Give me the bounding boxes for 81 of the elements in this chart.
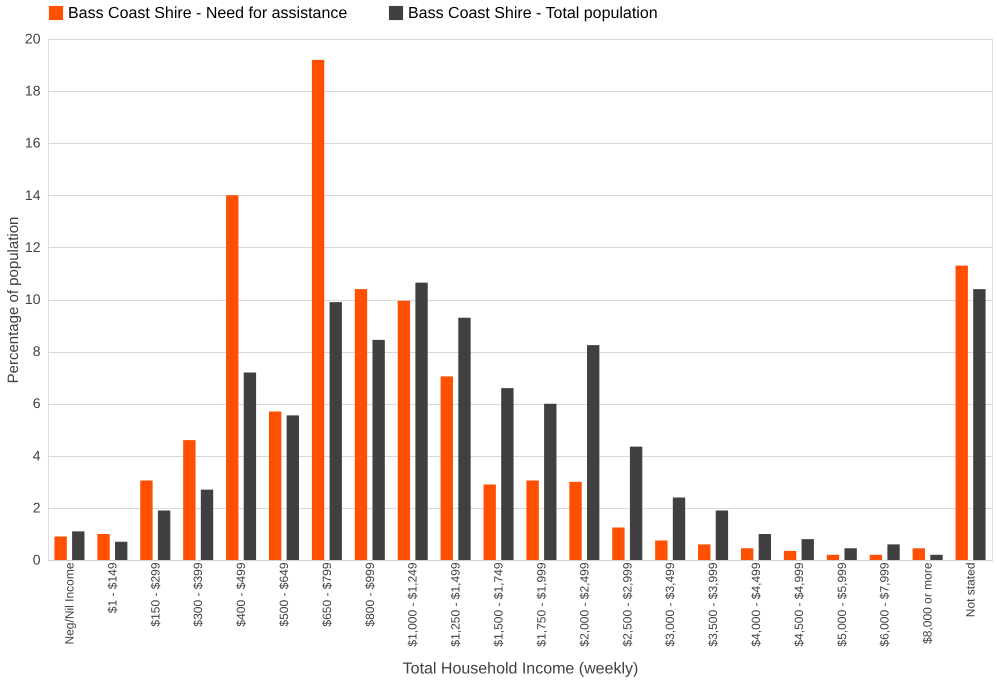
bar [655, 540, 668, 560]
bar [844, 548, 857, 560]
y-tick-label: 20 [24, 30, 41, 46]
bar [956, 266, 968, 560]
x-tick-label: $1,500 - $1,749 [492, 562, 506, 647]
bar [672, 497, 686, 560]
bar [140, 480, 153, 560]
legend-label: Bass Coast Shire - Total population [408, 5, 658, 22]
bar [97, 534, 110, 560]
x-tick-label: $3,500 - $3,999 [706, 562, 720, 647]
y-tick-label: 14 [24, 186, 41, 203]
y-tick-label: 10 [24, 291, 41, 307]
x-tick-label: $6,000 - $7,999 [878, 562, 892, 647]
bar [526, 480, 539, 560]
bar [354, 289, 368, 560]
x-tick-label: $4,000 - $4,499 [749, 562, 763, 647]
x-tick-label: $400 - $499 [234, 562, 248, 627]
x-tick-label: $1 - $149 [105, 562, 120, 614]
x-tick-label: $650 - $799 [320, 562, 334, 627]
y-tick-label: 12 [24, 238, 41, 255]
bar [569, 482, 582, 560]
bar [458, 318, 471, 560]
bar [587, 345, 600, 560]
bar [372, 340, 385, 560]
bar [870, 554, 882, 560]
bar [826, 554, 840, 560]
x-tick-label: $1,750 - $1,999 [534, 562, 548, 647]
y-tick-label: 18 [24, 82, 41, 99]
bar [501, 388, 514, 560]
x-tick-label: $150 - $299 [148, 562, 162, 627]
bar [698, 544, 710, 560]
bar [226, 195, 238, 560]
bar [115, 542, 128, 560]
bar [200, 490, 214, 560]
bar [758, 534, 772, 560]
bar [912, 548, 925, 560]
bar [802, 539, 814, 560]
bar [716, 510, 728, 560]
x-tick-label: Not stated [964, 562, 978, 618]
bar [973, 289, 986, 560]
x-tick-label: $800 - $999 [362, 562, 377, 627]
bar [268, 412, 282, 560]
x-tick-label: $1,250 - $1,499 [448, 562, 463, 647]
y-tick-label: 8 [32, 343, 41, 360]
bar [158, 510, 170, 560]
bar [612, 527, 625, 560]
x-axis-title: Total Household Income (weekly) [402, 660, 638, 678]
x-tick-label: $8,000 or more [920, 562, 935, 644]
bar [740, 548, 754, 560]
bar [887, 544, 900, 560]
bar [183, 440, 196, 560]
bar [440, 376, 453, 560]
x-tick-label: $2,500 - $2,999 [620, 562, 634, 647]
bar [630, 446, 642, 560]
x-tick-label: $500 - $649 [277, 562, 291, 627]
y-tick-label: 2 [32, 499, 41, 516]
y-axis-title: Percentage of population [4, 216, 22, 384]
bar [330, 302, 342, 560]
bar [415, 282, 428, 560]
bar [784, 550, 796, 560]
x-tick-label: $4,500 - $4,999 [792, 562, 806, 647]
x-tick-label: $1,000 - $1,249 [406, 562, 420, 647]
legend-label: Bass Coast Shire - Need for assistance [68, 5, 348, 22]
bar [54, 536, 67, 560]
y-tick-label: 0 [32, 552, 41, 568]
x-tick-label: Neg/Nil Income [62, 562, 76, 645]
bar [484, 484, 496, 560]
y-tick-label: 6 [32, 395, 41, 412]
bar [544, 404, 556, 560]
x-tick-label: $2,000 - $2,499 [577, 562, 592, 647]
bar [286, 415, 300, 560]
x-tick-label: $3,000 - $3,499 [663, 562, 678, 647]
y-tick-label: 16 [24, 134, 41, 151]
bar [72, 531, 84, 560]
bar [398, 300, 410, 560]
bar [930, 554, 943, 560]
bar [244, 372, 256, 560]
y-tick-label: 4 [32, 447, 41, 464]
x-tick-label: $300 - $399 [191, 562, 206, 627]
bar [312, 60, 324, 560]
x-tick-label: $5,000 - $5,999 [834, 562, 849, 647]
